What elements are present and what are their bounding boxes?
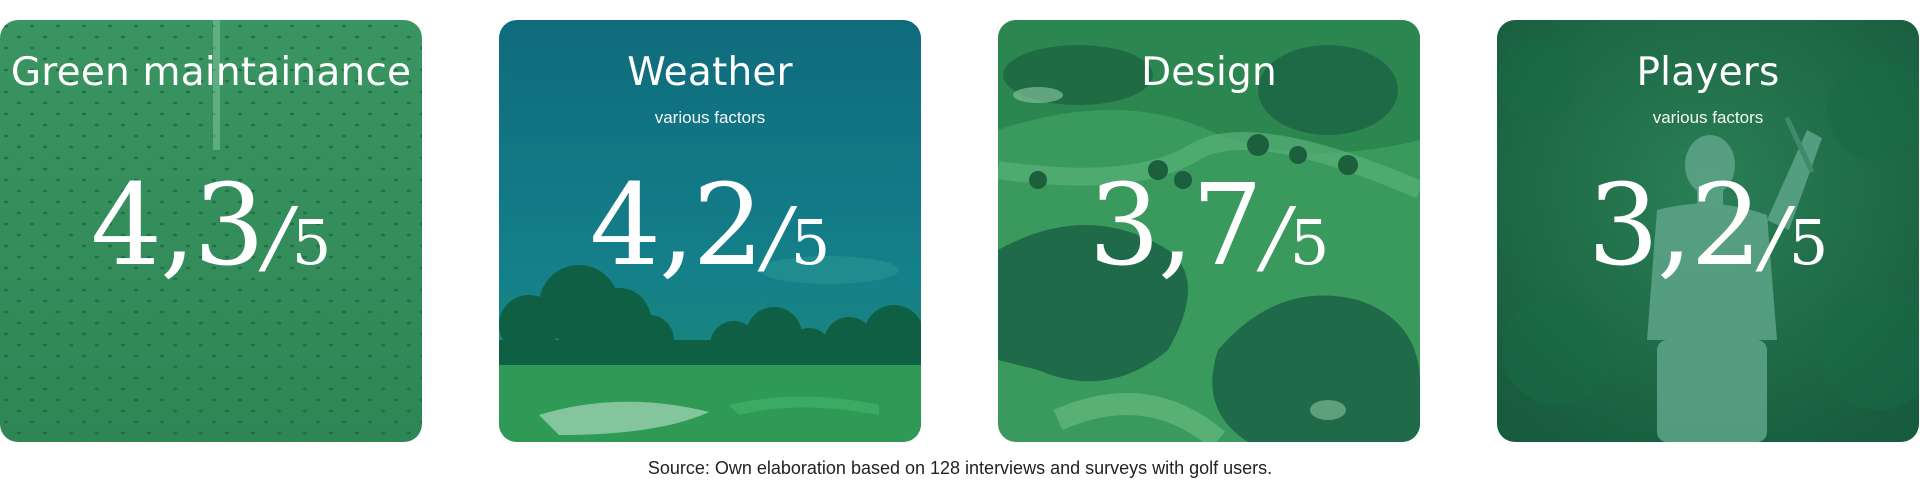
score-value: 4,2 <box>589 161 764 291</box>
score-value: 3,7 <box>1088 161 1263 291</box>
score: 4,2/5 <box>499 170 921 282</box>
golfer-image <box>1497 20 1919 442</box>
score: 4,3/5 <box>0 170 422 282</box>
score-slash: / <box>1761 190 1789 283</box>
score-value: 4,3 <box>90 161 265 291</box>
rating-card-green-maintainance: Green maintainance 4,3/5 <box>0 20 422 442</box>
aerial-golf-course-image <box>998 20 1420 442</box>
card-title: Weather <box>627 50 793 95</box>
score-max: 5 <box>291 206 332 279</box>
score-slash: / <box>763 190 791 283</box>
golf-ball-texture-image <box>0 20 422 442</box>
rating-card-players: Players various factors 3,2/5 <box>1497 20 1919 442</box>
score: 3,2/5 <box>1497 170 1919 282</box>
card-title: Design <box>1141 50 1277 95</box>
card-title: Players <box>1636 50 1780 95</box>
rating-card-design: Design 3,7/5 <box>998 20 1420 442</box>
card-subtitle: various factors <box>654 108 766 127</box>
score-value: 3,2 <box>1587 161 1762 291</box>
rating-cards: Green maintainance 4,3/5 <box>0 20 1920 442</box>
score-max: 5 <box>1788 206 1829 279</box>
score-slash: / <box>264 190 292 283</box>
rating-card-weather: Weather various factors 4,2/5 <box>499 20 921 442</box>
score-max: 5 <box>790 206 831 279</box>
score: 3,7/5 <box>998 170 1420 282</box>
score-slash: / <box>1262 190 1290 283</box>
golf-course-trees-image <box>499 20 921 442</box>
score-max: 5 <box>1289 206 1330 279</box>
card-subtitle: various factors <box>1652 108 1764 127</box>
card-title: Green maintainance <box>10 50 412 95</box>
source-note: Source: Own elaboration based on 128 int… <box>647 458 1273 478</box>
